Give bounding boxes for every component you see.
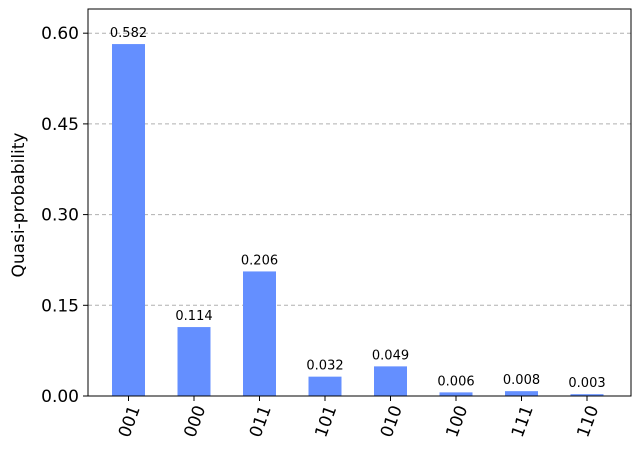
data-label-111: 0.008 (503, 373, 540, 388)
y-tick-label: 0.00 (41, 387, 79, 407)
x-tick-label-100: 100 (442, 403, 472, 440)
x-tick-label-111: 111 (508, 403, 538, 440)
y-tick-label: 0.30 (41, 206, 79, 226)
x-tick-label-110: 110 (573, 403, 603, 440)
bar-000 (177, 327, 211, 396)
y-tick-label: 0.15 (41, 296, 79, 316)
bar-111 (505, 391, 538, 396)
x-tick-label-101: 101 (311, 403, 341, 440)
data-label-101: 0.032 (306, 359, 343, 374)
bar-101 (308, 376, 342, 396)
data-labels: 0.582 0.114 0.206 0.032 0.049 0.006 0.008 0.003 (110, 26, 606, 391)
bar-110 (570, 394, 604, 396)
x-axis-ticks: 001 000 011 101 010 100 111 110 (115, 396, 603, 440)
data-label-011: 0.206 (241, 253, 278, 268)
y-axis-ticks: 0.00 0.15 0.30 0.45 0.60 (41, 24, 88, 407)
data-label-010: 0.049 (372, 348, 409, 363)
bar-100 (439, 392, 473, 396)
y-tick-label: 0.45 (41, 115, 79, 135)
data-label-100: 0.006 (437, 374, 474, 389)
plot-frame (87, 8, 632, 397)
x-tick-label-011: 011 (246, 403, 276, 440)
x-tick-label-010: 010 (377, 403, 407, 440)
data-label-001: 0.582 (110, 26, 147, 41)
bars (112, 44, 604, 397)
x-tick-label-000: 000 (180, 403, 210, 440)
y-tick-label: 0.60 (41, 24, 79, 44)
y-axis-title: Quasi-probability (9, 133, 29, 278)
grid-lines (88, 32, 631, 306)
data-label-000: 0.114 (175, 309, 212, 324)
bar-011 (243, 271, 276, 396)
data-label-110: 0.003 (568, 376, 605, 391)
bar-010 (374, 366, 407, 396)
bar-001 (112, 44, 145, 397)
x-tick-label-001: 001 (115, 403, 145, 440)
